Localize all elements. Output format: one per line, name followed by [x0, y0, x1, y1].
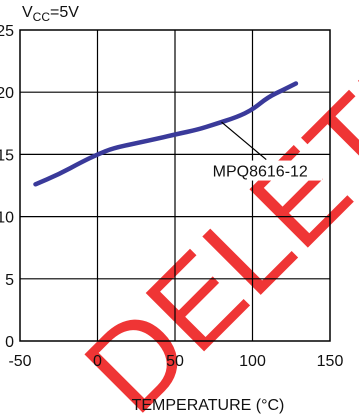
series-layer: [33, 81, 299, 187]
plot-frame: [19, 29, 331, 342]
x-tick-label: 0: [93, 353, 102, 370]
y-tick-label: 20: [0, 85, 14, 102]
x-tick-labels: -50 0 50 100 150: [8, 353, 343, 370]
condition-label: VCC=5V: [22, 4, 79, 24]
y-tick-label: 0: [5, 334, 14, 351]
grid: [20, 30, 330, 341]
condition-main: V: [22, 4, 33, 21]
annotation-background: [202, 160, 323, 181]
x-axis-label: TEMPERATURE (°C): [132, 397, 285, 414]
x-tick-label: -50: [8, 353, 31, 370]
y-tick-label: 5: [5, 272, 14, 289]
annotation-layer: MPQ8616-12: [202, 121, 323, 181]
y-tick-label: 15: [0, 147, 14, 164]
y-tick-label: 10: [0, 210, 14, 227]
y-tick-labels: 25 20 15 10 5 0: [0, 23, 14, 351]
x-tick-label: 50: [166, 353, 184, 370]
condition-rest: =5V: [50, 4, 79, 21]
condition-sub: CC: [33, 10, 51, 24]
series-line: [33, 81, 299, 187]
watermark: DELETED FOR…: [59, 0, 359, 419]
watermark-text: DELETED FOR…: [59, 0, 359, 419]
y-tick-label: 25: [0, 23, 14, 40]
annotation-leader: [221, 121, 267, 161]
x-tick-label: 150: [317, 353, 344, 370]
x-tick-label: 100: [239, 353, 266, 370]
annotation-label: MPQ8616-12: [213, 164, 308, 181]
